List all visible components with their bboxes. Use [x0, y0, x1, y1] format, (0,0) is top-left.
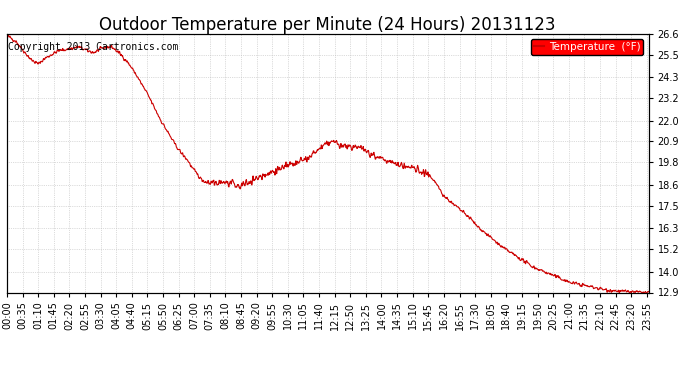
- Title: Outdoor Temperature per Minute (24 Hours) 20131123: Outdoor Temperature per Minute (24 Hours…: [99, 16, 556, 34]
- Legend: Temperature  (°F): Temperature (°F): [531, 39, 643, 55]
- Text: Copyright 2013 Cartronics.com: Copyright 2013 Cartronics.com: [8, 42, 179, 51]
